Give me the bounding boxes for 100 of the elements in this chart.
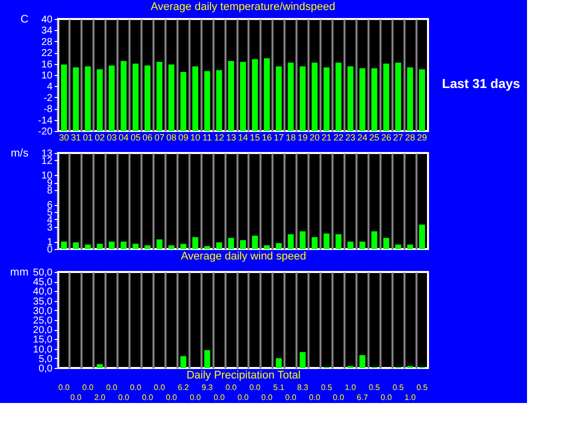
x-tick-label: 05	[130, 132, 141, 142]
y-tick-label: 8	[46, 185, 53, 196]
y-tick-label: 12	[41, 156, 53, 167]
bar	[72, 67, 79, 131]
bar	[216, 242, 222, 249]
x-tick-label: 10	[190, 132, 200, 142]
x-tick-label: 24	[357, 132, 368, 142]
y-tick-label: 28	[41, 36, 53, 48]
x-tick-label: 31	[70, 132, 81, 142]
bar	[192, 66, 198, 131]
bar	[419, 224, 425, 249]
x-tick-label: 28	[405, 132, 416, 142]
data-label: 0.0	[118, 393, 130, 402]
bar	[180, 244, 186, 249]
bar	[180, 356, 186, 368]
bar	[312, 62, 318, 131]
data-label: 0.0	[130, 383, 142, 392]
bar	[264, 245, 270, 249]
bar	[132, 244, 139, 249]
data-label: 0.0	[285, 393, 297, 402]
data-label: 0.5	[368, 383, 380, 392]
data-label: 0.0	[226, 383, 238, 392]
bar	[156, 239, 162, 249]
bar	[168, 245, 174, 249]
bar	[96, 69, 103, 131]
bar	[240, 62, 246, 131]
y-tick-label: 34	[41, 26, 53, 37]
y-tick-label: -8	[44, 104, 53, 116]
y-tick-label: 4	[46, 82, 53, 93]
y-tick-label: 50,0	[33, 268, 53, 278]
data-label: 0.0	[142, 393, 154, 402]
y-tick-label: 20,0	[33, 325, 53, 336]
data-label: 0.0	[261, 393, 273, 402]
x-tick-label: 09	[178, 132, 188, 142]
bar	[72, 242, 79, 249]
x-tick-label: 26	[381, 132, 392, 142]
bar	[407, 244, 414, 249]
bar	[120, 61, 127, 131]
x-tick-label: 02	[94, 132, 105, 142]
data-label: 0.0	[237, 393, 250, 402]
bar	[383, 238, 390, 249]
x-tick-label: 21	[322, 132, 332, 142]
y-tick-label: 5,0	[38, 354, 53, 365]
bar	[336, 62, 342, 131]
data-label: 0.5	[392, 383, 404, 392]
x-axis-title: Average daily wind speed	[180, 250, 306, 262]
bar	[324, 233, 330, 249]
bar	[61, 64, 67, 131]
y-tick-label: 35,0	[33, 296, 53, 308]
data-label: 0.5	[320, 383, 333, 392]
bar	[300, 231, 306, 249]
data-label: 0.0	[58, 383, 70, 392]
data-label: 0.0	[214, 393, 226, 402]
bar	[240, 240, 246, 249]
y-tick-label: -20	[38, 126, 53, 138]
bar	[276, 243, 282, 249]
bar	[395, 62, 402, 131]
x-tick-label: 29	[417, 132, 428, 142]
y-axis-title: C	[20, 14, 29, 26]
bar	[300, 66, 306, 131]
data-label: 8.3	[297, 383, 309, 392]
data-label: 0.0	[309, 393, 321, 402]
y-tick-label: 40	[41, 14, 53, 26]
bar	[192, 237, 198, 249]
data-label: 0.0	[332, 393, 345, 402]
bar	[347, 66, 354, 131]
bar	[168, 64, 174, 131]
y-tick-label: 0,0	[38, 364, 53, 374]
x-tick-label: 03	[106, 132, 117, 142]
y-tick-label: 15,0	[33, 334, 53, 346]
bar	[407, 67, 414, 131]
y-tick-label: 3	[46, 222, 53, 234]
bar	[359, 355, 366, 368]
data-label: 0.0	[154, 383, 166, 392]
x-tick-label: 11	[202, 132, 212, 142]
bar	[276, 66, 282, 131]
x-tick-label: 20	[310, 132, 320, 142]
x-tick-label: 04	[118, 132, 129, 142]
chart-title: Average daily temperature/windspeed	[150, 1, 336, 13]
data-label: 0.5	[416, 383, 428, 392]
bar	[300, 352, 306, 368]
bar	[288, 234, 294, 249]
bar	[204, 246, 210, 249]
bar	[419, 69, 425, 131]
y-tick-label: -14	[38, 115, 53, 126]
bar	[324, 67, 330, 131]
bar	[312, 237, 318, 249]
bar	[359, 68, 366, 131]
bar	[252, 59, 258, 131]
bar	[180, 72, 186, 131]
data-label: 0.0	[82, 383, 94, 392]
bar	[228, 61, 234, 131]
data-label: 0.0	[249, 383, 262, 392]
x-tick-label: 15	[250, 132, 260, 142]
y-tick-label: 40,0	[33, 286, 53, 298]
bar	[144, 65, 150, 131]
x-tick-label: 16	[262, 132, 272, 142]
x-tick-label: 07	[154, 132, 164, 142]
bar	[96, 364, 103, 368]
x-tick-label: 14	[238, 132, 248, 142]
